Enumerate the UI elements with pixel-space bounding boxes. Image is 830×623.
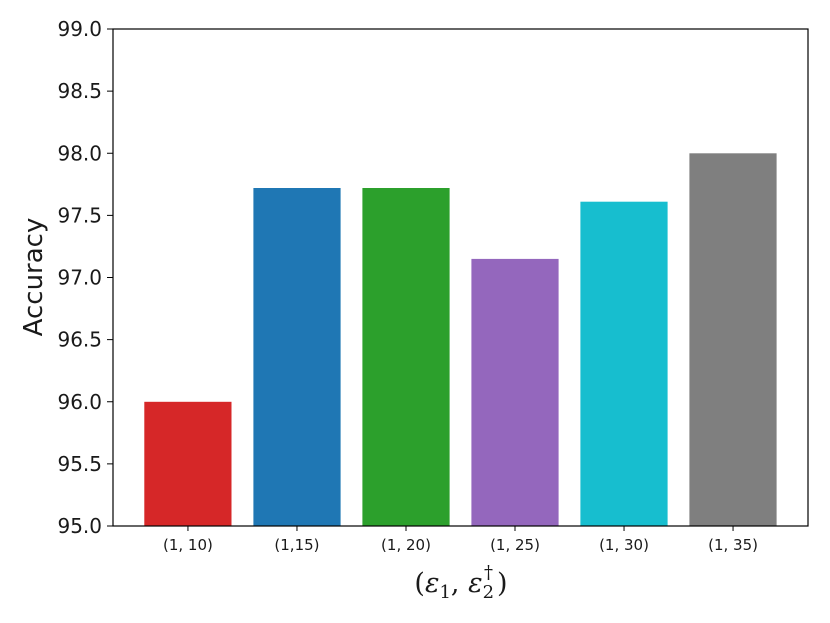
- bars-layer: [144, 153, 777, 527]
- y-tick-label: 98.0: [57, 141, 102, 165]
- x-axis-title-close-paren: ): [497, 568, 508, 599]
- x-axis-title-separator: ,: [451, 568, 468, 599]
- bar: [362, 188, 450, 526]
- y-tick-label: 95.0: [57, 514, 102, 538]
- x-axis-title-epsilon-2: ε: [468, 568, 483, 599]
- x-tick-label: (1, 20): [381, 536, 431, 554]
- y-tick-label: 97.5: [57, 203, 102, 227]
- y-tick-label: 98.5: [57, 79, 102, 103]
- x-tick-label: (1,15): [274, 536, 319, 554]
- y-axis-title: Accuracy: [19, 218, 49, 337]
- x-axis-title-epsilon-1: ε: [425, 568, 440, 599]
- y-tick-label: 95.5: [57, 452, 102, 476]
- x-axis-title: (ε1, ε2†): [414, 562, 507, 603]
- y-axis: 95.0 95.5 96.0 96.5 97.0 97.5 98.0 98.5 99.0: [57, 17, 113, 538]
- bar: [689, 153, 777, 527]
- y-tick-label: 97.0: [57, 266, 102, 290]
- x-tick-label: (1, 30): [599, 536, 649, 554]
- bar: [144, 401, 232, 527]
- x-tick-label: (1, 35): [708, 536, 758, 554]
- plot-frame: [112, 28, 809, 527]
- y-tick-label: 96.5: [57, 328, 102, 352]
- bar: [253, 188, 341, 526]
- x-axis-title-subscript-2: 2: [483, 582, 494, 603]
- x-axis-title-open-paren: (: [414, 568, 425, 599]
- bar: [580, 201, 668, 526]
- x-tick-label: (1, 10): [163, 536, 213, 554]
- bar: [471, 258, 559, 526]
- y-tick-label: 99.0: [57, 17, 102, 41]
- x-axis-title-superscript-dagger: †: [484, 562, 493, 583]
- x-axis-title-subscript-1: 1: [439, 582, 450, 603]
- x-axis: (1, 10) (1,15) (1, 20) (1, 25) (1, 30) (1, 35…: [163, 526, 758, 554]
- x-tick-label: (1, 25): [490, 536, 540, 554]
- y-tick-label: 96.0: [57, 390, 102, 414]
